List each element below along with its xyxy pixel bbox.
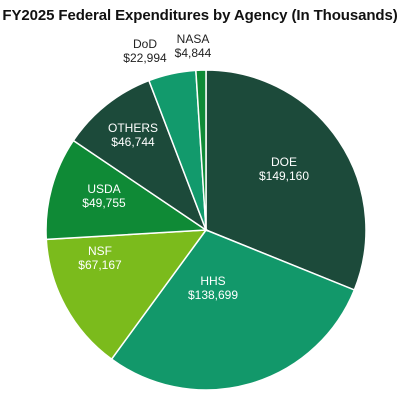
slice-label-dod: DoD $22,994 <box>123 37 167 65</box>
pie-slice-others <box>72 79 208 232</box>
slice-name-nasa: NASA <box>177 32 210 46</box>
slice-label-others: OTHERS $46,744 <box>108 121 158 149</box>
slice-label-nsf: NSF $67,167 <box>78 244 122 272</box>
slice-name-hhs: HHS <box>200 274 225 288</box>
pie-slice-nsf <box>45 229 208 361</box>
chart-title: FY2025 Federal Expenditures by Agency (I… <box>2 7 398 24</box>
slice-name-dod: DoD <box>133 37 157 51</box>
pie-slice-nasa <box>195 69 207 231</box>
slice-name-nsf: NSF <box>88 244 112 258</box>
slice-value-usda: $49,755 <box>82 196 126 210</box>
pie-slice-hhs <box>110 229 356 391</box>
slice-label-usda: USDA $49,755 <box>82 182 126 210</box>
slice-label-nasa: NASA $4,844 <box>175 32 212 60</box>
slice-name-others: OTHERS <box>108 121 158 135</box>
slice-name-usda: USDA <box>87 182 120 196</box>
slice-value-doe: $149,160 <box>259 169 309 183</box>
pie-labels: DOE $149,160 HHS $138,699 NSF $67,167 USDA $49,… <box>78 32 309 302</box>
slice-value-nasa: $4,844 <box>175 46 212 60</box>
slice-label-doe: DOE $149,160 <box>259 155 309 183</box>
slice-label-hhs: HHS $138,699 <box>188 274 238 302</box>
pie-slice-usda <box>45 139 209 241</box>
slice-name-doe: DOE <box>271 155 297 169</box>
pie-slice-doe <box>205 69 367 291</box>
slice-value-nsf: $67,167 <box>78 258 122 272</box>
slice-value-dod: $22,994 <box>123 51 167 65</box>
slice-value-hhs: $138,699 <box>188 288 238 302</box>
slice-value-others: $46,744 <box>111 135 155 149</box>
pie-slices <box>45 69 367 391</box>
